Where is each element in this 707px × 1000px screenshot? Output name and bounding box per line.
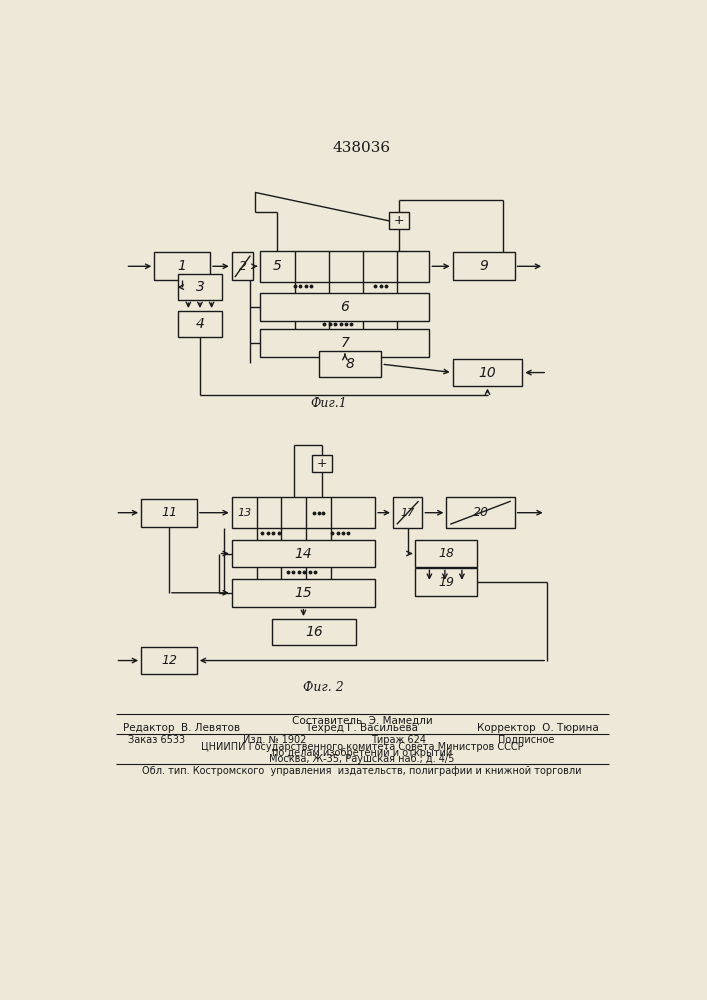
Text: Редактор  В. Левятов: Редактор В. Левятов <box>123 723 240 733</box>
Text: Изд. № 1902: Изд. № 1902 <box>243 735 306 745</box>
Bar <box>177 274 223 300</box>
Bar <box>260 293 429 321</box>
Text: 2: 2 <box>238 260 247 273</box>
Bar <box>154 252 210 280</box>
Bar <box>416 568 477 596</box>
Text: Техред Г. Васильева: Техред Г. Васильева <box>305 723 419 733</box>
Text: 12: 12 <box>161 654 177 667</box>
Text: +: + <box>394 214 404 227</box>
Bar <box>232 579 375 607</box>
Bar <box>260 251 429 282</box>
Text: 7: 7 <box>341 336 349 350</box>
Bar <box>312 455 332 472</box>
Text: Москва, Ж-35, Раушская наб., д. 4/5: Москва, Ж-35, Раушская наб., д. 4/5 <box>269 754 455 764</box>
Text: 13: 13 <box>237 508 251 518</box>
Text: 5: 5 <box>273 259 282 273</box>
Text: 6: 6 <box>341 300 349 314</box>
Text: Фиг. 2: Фиг. 2 <box>303 681 344 694</box>
Text: 19: 19 <box>438 576 455 588</box>
Text: Тираж 624: Тираж 624 <box>371 735 426 745</box>
Bar <box>141 647 197 674</box>
Bar <box>177 311 223 337</box>
Bar <box>320 351 381 377</box>
Text: Заказ 6533: Заказ 6533 <box>128 735 185 745</box>
Bar <box>416 540 477 567</box>
Bar <box>389 212 409 229</box>
Bar <box>232 497 375 528</box>
Bar <box>272 619 356 645</box>
Text: 438036: 438036 <box>333 141 391 155</box>
Text: 18: 18 <box>438 547 455 560</box>
Bar <box>452 359 522 386</box>
Bar <box>232 252 253 280</box>
Bar <box>446 497 515 528</box>
Bar <box>260 329 429 357</box>
Text: Фиг.1: Фиг.1 <box>310 397 347 410</box>
Text: Составитель  Э. Мамедли: Составитель Э. Мамедли <box>291 716 432 726</box>
Text: 11: 11 <box>161 506 177 519</box>
Text: ЦНИИПИ Государственного комитета Совета Министров СССР: ЦНИИПИ Государственного комитета Совета … <box>201 742 523 752</box>
Text: 4: 4 <box>196 317 204 331</box>
Text: Корректор  О. Тюрина: Корректор О. Тюрина <box>477 723 599 733</box>
Text: 1: 1 <box>177 259 187 273</box>
Text: Обл. тип. Костромского  управления  издательств, полиграфии и книжной торговли: Обл. тип. Костромского управления издате… <box>142 766 582 776</box>
Text: 9: 9 <box>479 259 488 273</box>
Text: +: + <box>317 457 327 470</box>
Text: 3: 3 <box>196 280 204 294</box>
Text: 14: 14 <box>295 547 312 561</box>
Text: 17: 17 <box>401 508 415 518</box>
Text: 15: 15 <box>295 586 312 600</box>
Bar <box>393 497 422 528</box>
Text: 10: 10 <box>479 366 496 380</box>
Text: 8: 8 <box>346 357 355 371</box>
Text: 20: 20 <box>472 506 489 519</box>
Bar <box>232 540 375 567</box>
Bar <box>452 252 515 280</box>
Bar <box>141 499 197 527</box>
Text: Подписное: Подписное <box>498 735 554 745</box>
Text: по делам изобретений и открытий: по делам изобретений и открытий <box>271 748 452 758</box>
Text: 16: 16 <box>305 625 323 639</box>
